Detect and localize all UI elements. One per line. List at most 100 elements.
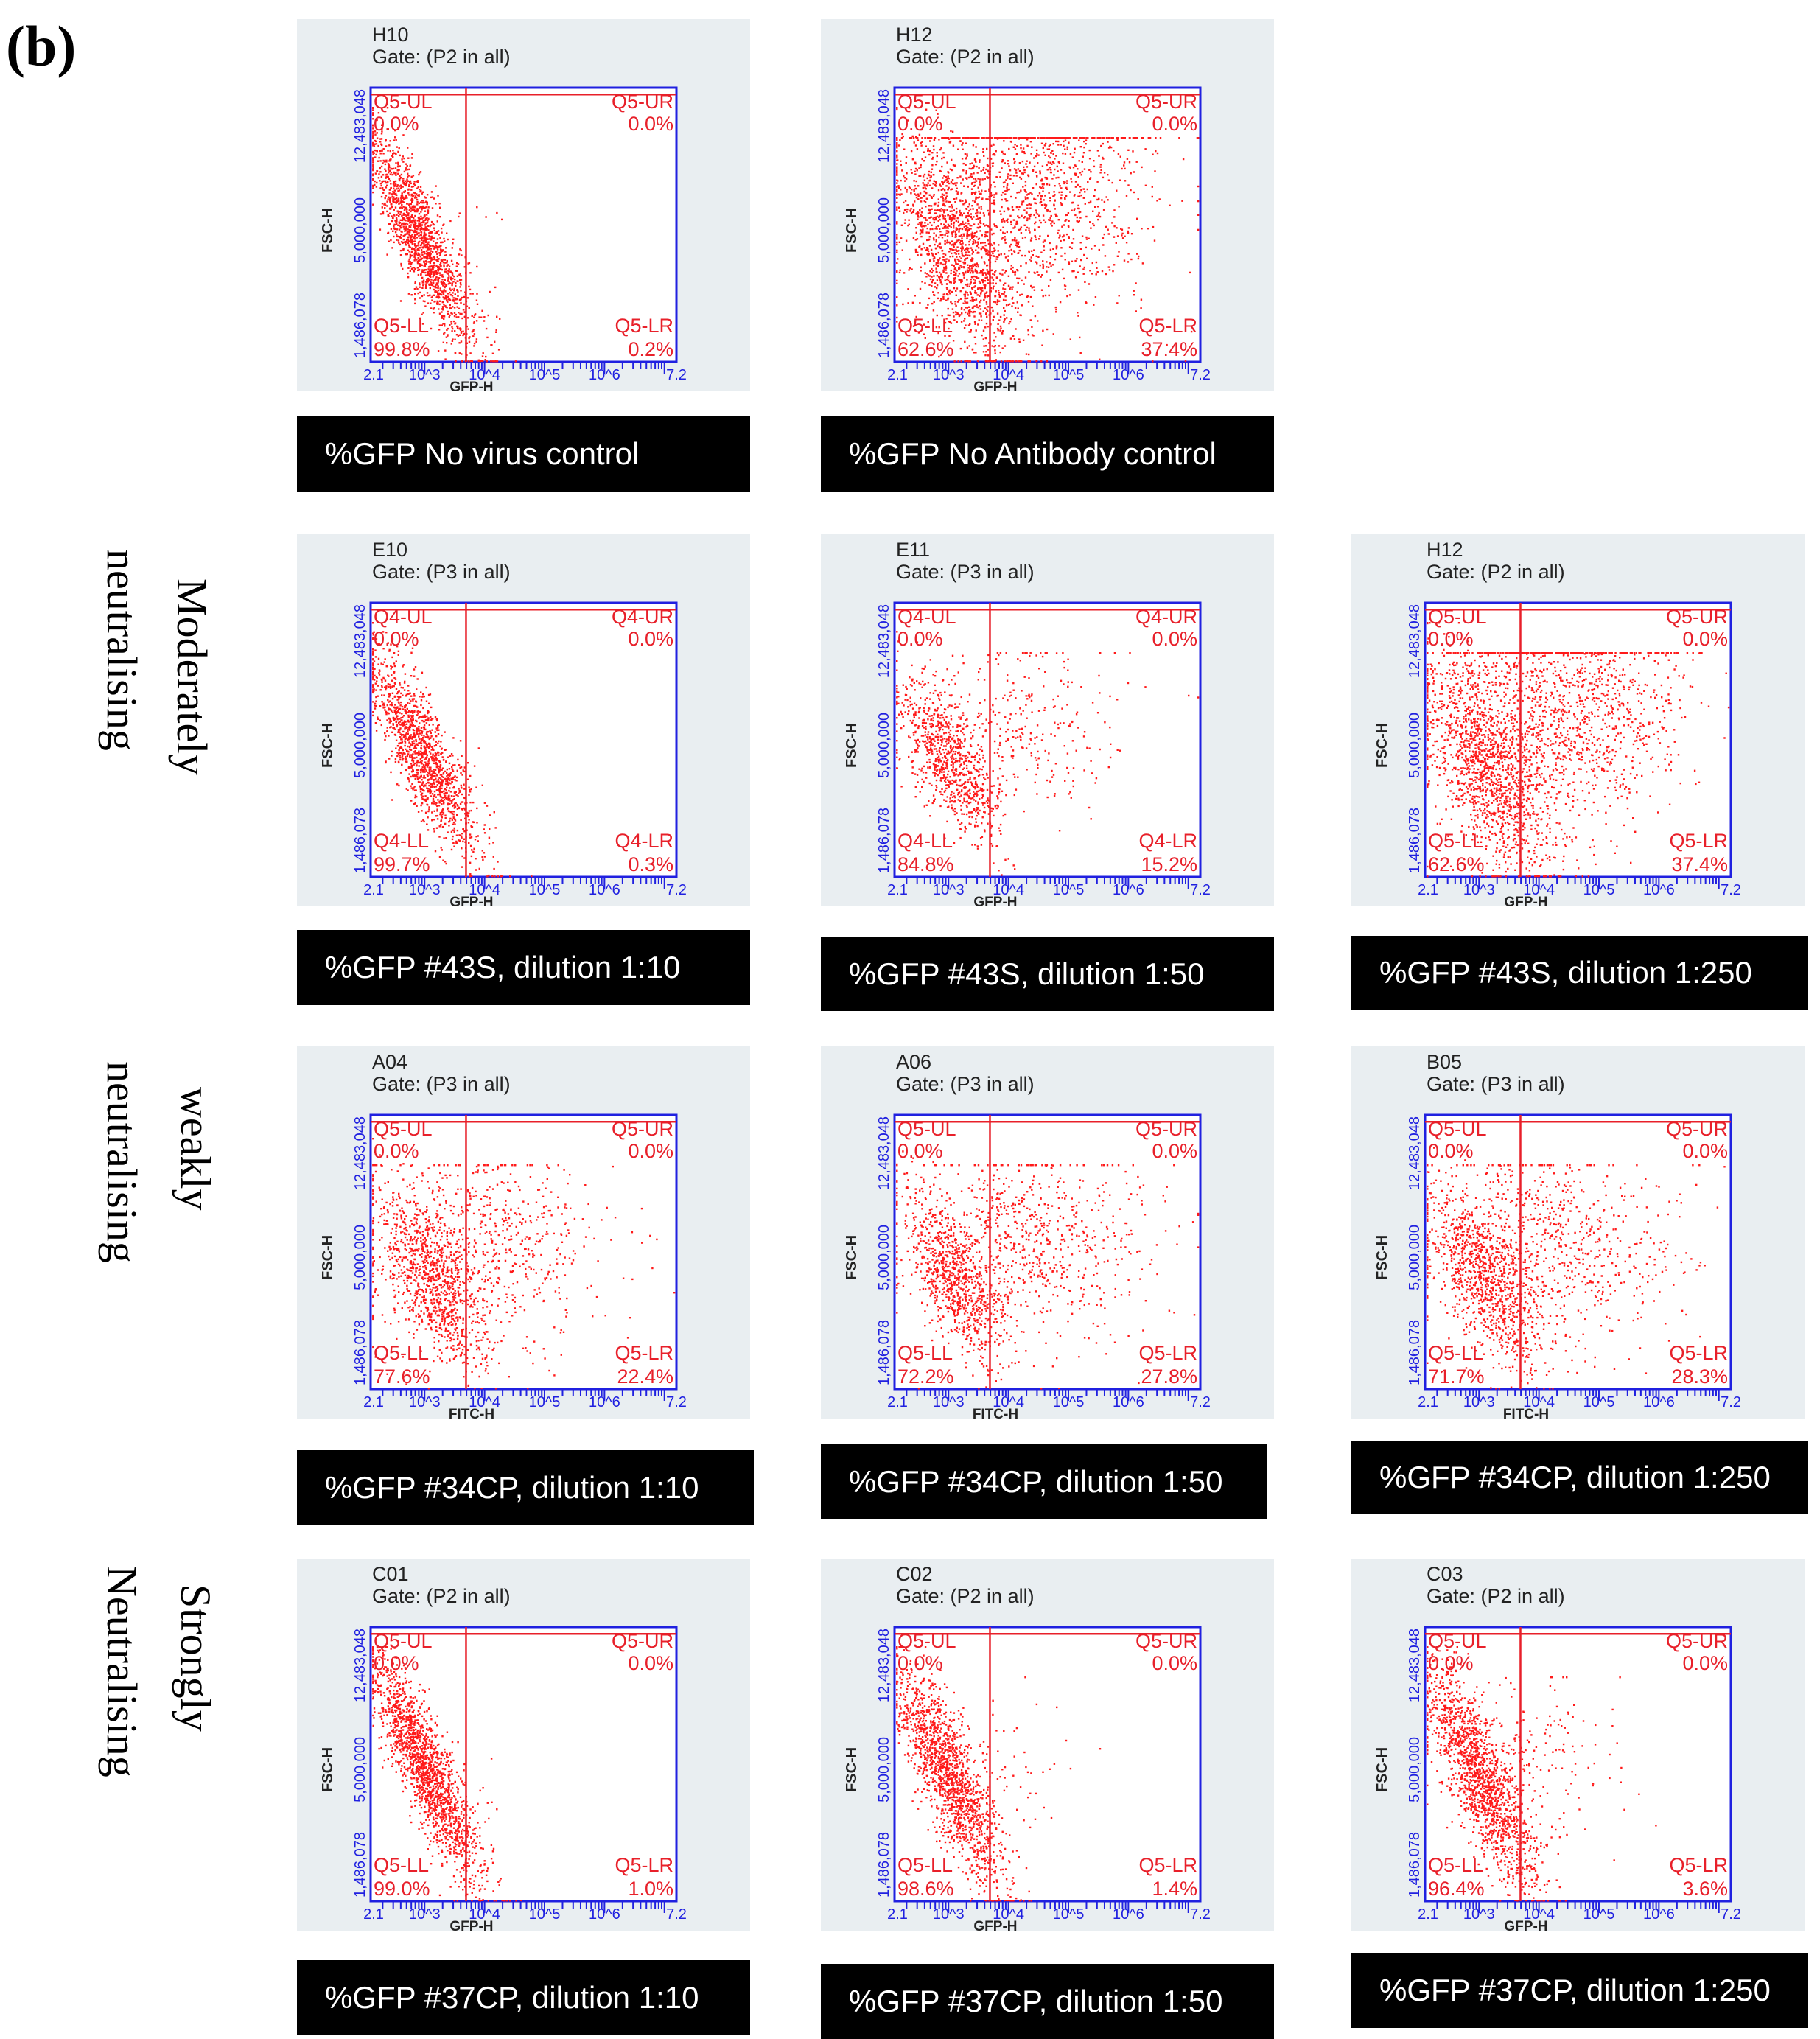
event-point <box>990 195 993 197</box>
event-point <box>936 284 939 287</box>
event-point <box>372 179 374 181</box>
event-point <box>394 184 396 186</box>
event-point <box>409 246 411 248</box>
event-point <box>408 741 410 744</box>
event-point <box>967 220 970 223</box>
event-point <box>381 150 383 153</box>
event-point <box>416 769 418 772</box>
event-point <box>485 216 487 218</box>
event-point <box>393 733 396 736</box>
event-point <box>441 276 444 278</box>
event-point <box>1048 183 1051 186</box>
event-point <box>402 730 405 733</box>
event-point <box>374 702 377 704</box>
event-point <box>1048 192 1050 194</box>
event-point <box>379 153 382 155</box>
event-point <box>928 253 930 256</box>
event-point <box>1044 294 1047 297</box>
event-point <box>965 228 967 231</box>
event-point <box>1048 148 1051 150</box>
event-point <box>399 154 401 157</box>
event-point <box>400 199 402 201</box>
event-point <box>421 276 424 279</box>
event-point <box>1060 191 1063 193</box>
event-point <box>408 245 410 248</box>
event-point <box>397 150 399 153</box>
event-point <box>441 279 444 281</box>
event-point <box>440 819 443 822</box>
event-point <box>1001 293 1004 295</box>
event-point <box>954 261 957 263</box>
event-point <box>415 225 417 227</box>
event-point <box>481 355 484 357</box>
event-point <box>448 281 450 283</box>
event-point <box>419 286 421 288</box>
event-point <box>472 322 475 324</box>
event-point <box>430 281 432 283</box>
event-point <box>1093 224 1095 227</box>
event-point <box>961 228 964 231</box>
event-point <box>901 169 903 172</box>
event-point <box>389 150 391 153</box>
event-point <box>987 231 989 234</box>
event-point <box>376 137 379 139</box>
event-point <box>409 206 411 208</box>
event-point <box>414 246 417 249</box>
event-point <box>486 336 489 339</box>
event-point <box>951 130 954 133</box>
event-point <box>1017 137 1019 139</box>
event-point <box>417 226 419 228</box>
event-point <box>945 265 948 267</box>
event-point <box>933 301 935 303</box>
event-point <box>402 225 405 228</box>
event-point <box>1015 328 1017 330</box>
event-point <box>939 247 942 249</box>
event-point <box>421 280 424 283</box>
event-point <box>969 299 972 302</box>
event-point <box>424 260 427 262</box>
event-point <box>962 248 964 250</box>
event-point <box>1018 245 1021 248</box>
event-point <box>431 729 433 731</box>
event-point <box>1100 144 1102 147</box>
event-point <box>419 265 421 267</box>
event-point <box>387 231 390 234</box>
event-point <box>1039 264 1041 267</box>
event-point <box>372 118 374 120</box>
event-point <box>944 198 946 200</box>
event-point <box>896 137 898 139</box>
event-point <box>1021 254 1023 257</box>
event-point <box>407 233 410 235</box>
event-point <box>927 223 929 225</box>
event-point <box>1015 137 1017 139</box>
event-point <box>407 293 410 295</box>
event-point <box>397 760 400 763</box>
event-point <box>914 162 917 165</box>
event-point <box>429 266 432 268</box>
event-point <box>944 180 946 182</box>
event-point <box>976 304 978 307</box>
event-point <box>425 206 427 209</box>
event-point <box>426 823 428 825</box>
event-point <box>1082 188 1085 190</box>
event-point <box>1035 198 1037 200</box>
event-point <box>397 197 400 200</box>
event-point <box>918 222 921 224</box>
event-point <box>987 170 990 173</box>
event-point <box>951 169 953 172</box>
event-point <box>398 698 400 700</box>
event-point <box>448 782 451 784</box>
event-point <box>1024 184 1027 187</box>
event-point <box>913 189 915 191</box>
event-point <box>986 269 988 271</box>
event-point <box>436 238 439 240</box>
event-point <box>393 223 396 226</box>
well-id: H12 <box>896 24 933 46</box>
event-point <box>1001 238 1003 240</box>
event-point <box>451 247 453 249</box>
event-point <box>1127 227 1130 229</box>
event-point <box>929 270 931 273</box>
event-point <box>1063 182 1065 185</box>
event-point <box>970 329 972 332</box>
event-point <box>444 349 447 352</box>
